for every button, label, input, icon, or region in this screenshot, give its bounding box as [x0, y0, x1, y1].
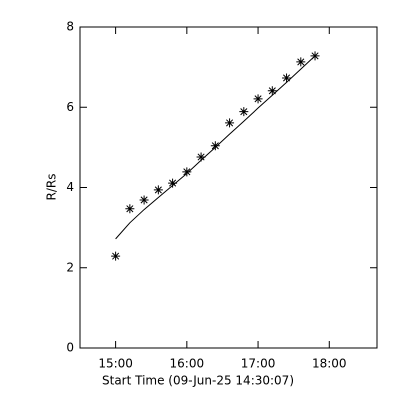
y-tick-label: 0 [66, 341, 74, 355]
asterisk-marker [139, 195, 149, 205]
asterisk-marker [111, 251, 121, 261]
asterisk-marker [310, 51, 320, 61]
asterisk-marker [168, 178, 178, 188]
y-axis-label: R/Rs [45, 174, 59, 201]
x-tick-label: 15:00 [98, 357, 133, 371]
asterisk-marker [210, 141, 220, 151]
asterisk-marker [153, 185, 163, 195]
y-tick-label: 8 [66, 20, 74, 34]
asterisk-marker [296, 57, 306, 67]
asterisk-marker [125, 204, 135, 214]
asterisk-marker [196, 152, 206, 162]
asterisk-marker [182, 167, 192, 177]
y-tick-label: 4 [66, 180, 74, 194]
asterisk-marker [282, 73, 292, 83]
x-tick-label: 16:00 [170, 357, 205, 371]
x-tick-label: 17:00 [241, 357, 276, 371]
asterisk-marker [267, 86, 277, 96]
asterisk-marker [225, 118, 235, 128]
x-tick-label: 18:00 [312, 357, 347, 371]
x-axis-label: Start Time (09-Jun-25 14:30:07) [102, 374, 294, 388]
fit-line [115, 55, 316, 240]
y-tick-label: 2 [66, 260, 74, 274]
asterisk-marker [253, 94, 263, 104]
asterisk-marker [239, 107, 249, 117]
y-tick-label: 6 [66, 100, 74, 114]
plot-frame [79, 26, 378, 349]
